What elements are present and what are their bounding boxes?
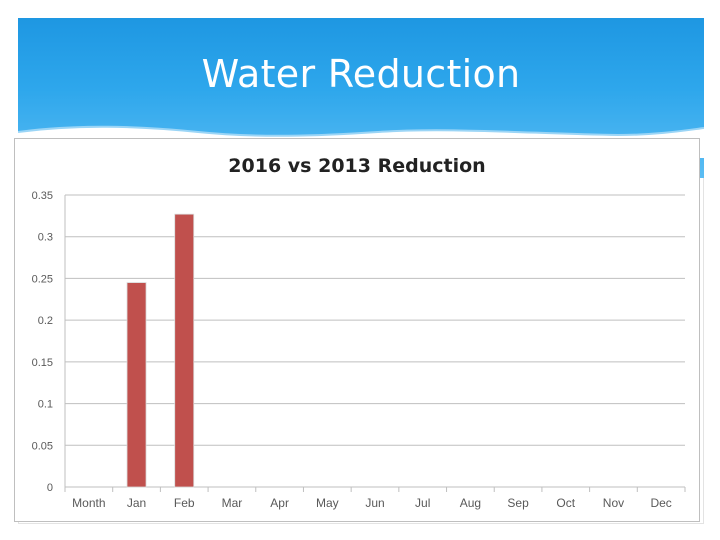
x-tick-label: Sep — [507, 496, 529, 510]
y-tick-label: 0.1 — [38, 399, 53, 411]
y-tick-label: 0.3 — [38, 232, 53, 244]
x-tick-label: May — [316, 496, 339, 510]
x-tick-label: Feb — [174, 496, 195, 510]
x-tick-label: Jun — [365, 496, 384, 510]
x-tick-label: Dec — [650, 496, 671, 510]
y-tick-label: 0.15 — [32, 357, 53, 369]
bar-jan — [126, 282, 147, 488]
bar-chart: 2016 vs 2013 Reduction 0 0.05 0.1 0.15 0.2 0.… — [32, 155, 686, 510]
x-tick-label: Aug — [460, 496, 481, 510]
y-tick-label: 0 — [47, 482, 53, 494]
chart-card: 2016 vs 2013 Reduction 0 0.05 0.1 0.15 0.2 0.… — [14, 138, 700, 522]
x-tick-label: Oct — [556, 496, 575, 510]
x-tick-label: Nov — [603, 496, 624, 510]
chart-title: 2016 vs 2013 Reduction — [228, 155, 485, 177]
x-tick-label: Month — [72, 496, 105, 510]
y-tick-label: 0.05 — [32, 440, 53, 452]
slide-title: Water Reduction — [201, 52, 521, 96]
bar-feb — [174, 213, 195, 488]
x-tick-label: Jan — [127, 496, 146, 510]
x-tick-label: Apr — [270, 496, 289, 510]
y-tick-label: 0.2 — [38, 315, 53, 327]
y-tick-label: 0.25 — [32, 273, 53, 285]
x-tick-label: Jul — [415, 496, 430, 510]
x-tick-label: Mar — [222, 496, 243, 510]
y-tick-label: 0.35 — [32, 190, 53, 202]
